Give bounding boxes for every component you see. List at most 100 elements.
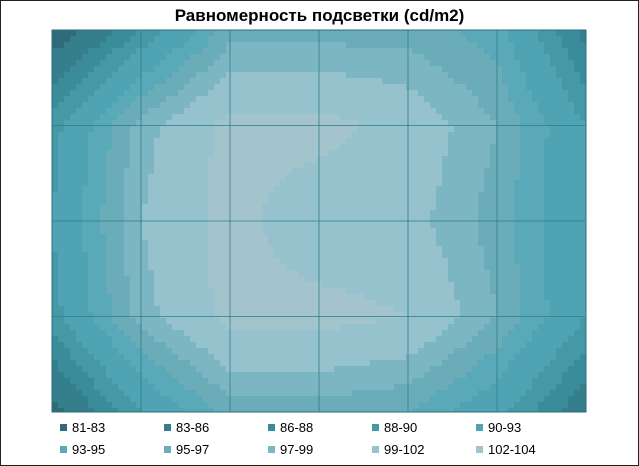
heatmap-cell — [184, 228, 191, 235]
heatmap-cell — [310, 246, 317, 253]
heatmap-cell — [262, 342, 269, 349]
heatmap-cell — [412, 96, 419, 103]
heatmap-cell — [556, 78, 563, 85]
heatmap-cell — [562, 48, 569, 55]
heatmap-cell — [358, 258, 365, 265]
heatmap-cell — [196, 60, 203, 67]
heatmap-cell — [274, 246, 281, 253]
heatmap-cell — [448, 348, 455, 355]
heatmap-cell — [562, 108, 569, 115]
heatmap-cell — [550, 90, 557, 97]
heatmap-cell — [436, 270, 443, 277]
heatmap-cell — [64, 270, 71, 277]
heatmap-cell — [298, 306, 305, 313]
heatmap-cell — [460, 126, 467, 133]
heatmap-cell — [502, 306, 509, 313]
heatmap-cell — [352, 78, 359, 85]
heatmap-cell — [226, 132, 233, 139]
heatmap-cell — [274, 258, 281, 265]
heatmap-cell — [430, 204, 437, 211]
heatmap-cell — [154, 324, 161, 331]
heatmap-cell — [202, 66, 209, 73]
heatmap-cell — [352, 66, 359, 73]
heatmap-cell — [232, 114, 239, 121]
heatmap-cell — [340, 240, 347, 247]
heatmap-cell — [538, 66, 545, 73]
heatmap-cell — [82, 150, 89, 157]
heatmap-cell — [148, 96, 155, 103]
heatmap-cell — [124, 36, 131, 43]
heatmap-cell — [460, 138, 467, 145]
heatmap-cell — [376, 72, 383, 79]
heatmap-cell — [160, 264, 167, 271]
heatmap-cell — [274, 36, 281, 43]
heatmap-cell — [334, 30, 341, 37]
heatmap-cell — [178, 174, 185, 181]
heatmap-cell — [82, 300, 89, 307]
heatmap-cell — [334, 354, 341, 361]
heatmap-cell — [412, 90, 419, 97]
heatmap-cell — [304, 78, 311, 85]
heatmap-cell — [460, 192, 467, 199]
heatmap-cell — [484, 150, 491, 157]
heatmap-cell — [238, 108, 245, 115]
heatmap-cell — [142, 174, 149, 181]
heatmap-cell — [178, 282, 185, 289]
heatmap-cell — [124, 354, 131, 361]
heatmap-cell — [580, 36, 586, 43]
heatmap-cell — [394, 270, 401, 277]
heatmap-cell — [400, 60, 407, 67]
heatmap-cell — [394, 114, 401, 121]
heatmap-cell — [250, 246, 257, 253]
heatmap-cell — [382, 348, 389, 355]
heatmap-cell — [466, 84, 473, 91]
heatmap-cell — [514, 102, 521, 109]
heatmap-cell — [382, 198, 389, 205]
heatmap-cell — [184, 234, 191, 241]
heatmap-cell — [142, 270, 149, 277]
heatmap-cell — [136, 126, 143, 133]
heatmap-cell — [142, 78, 149, 85]
heatmap-cell — [346, 360, 353, 367]
heatmap-cell — [382, 174, 389, 181]
heatmap-cell — [238, 36, 245, 43]
heatmap-cell — [244, 270, 251, 277]
heatmap-cell — [286, 186, 293, 193]
heatmap-cell — [508, 72, 515, 79]
heatmap-cell — [496, 240, 503, 247]
heatmap-cell — [568, 84, 575, 91]
heatmap-cell — [514, 192, 521, 199]
heatmap-cell — [112, 138, 119, 145]
heatmap-cell — [508, 348, 515, 355]
heatmap-cell — [226, 186, 233, 193]
heatmap-cell — [262, 354, 269, 361]
heatmap-cell — [76, 294, 83, 301]
heatmap-cell — [52, 318, 59, 325]
heatmap-cell — [106, 264, 113, 271]
heatmap-cell — [550, 84, 557, 91]
heatmap-cell — [496, 360, 503, 367]
heatmap-cell — [442, 162, 449, 169]
heatmap-cell — [562, 246, 569, 253]
heatmap-cell — [76, 210, 83, 217]
heatmap-cell — [184, 162, 191, 169]
heatmap-cell — [232, 90, 239, 97]
heatmap-cell — [436, 144, 443, 151]
heatmap-cell — [466, 138, 473, 145]
heatmap-cell — [190, 354, 197, 361]
heatmap-cell — [88, 222, 95, 229]
heatmap-cell — [364, 186, 371, 193]
heatmap-cell — [340, 228, 347, 235]
heatmap-cell — [334, 252, 341, 259]
heatmap-cell — [298, 78, 305, 85]
heatmap-cell — [496, 150, 503, 157]
heatmap-cell — [94, 336, 101, 343]
heatmap-cell — [304, 234, 311, 241]
heatmap-cell — [520, 222, 527, 229]
heatmap-cell — [166, 102, 173, 109]
heatmap-cell — [520, 198, 527, 205]
heatmap-cell — [346, 276, 353, 283]
heatmap-cell — [166, 168, 173, 175]
heatmap-cell — [388, 120, 395, 127]
heatmap-cell — [214, 174, 221, 181]
